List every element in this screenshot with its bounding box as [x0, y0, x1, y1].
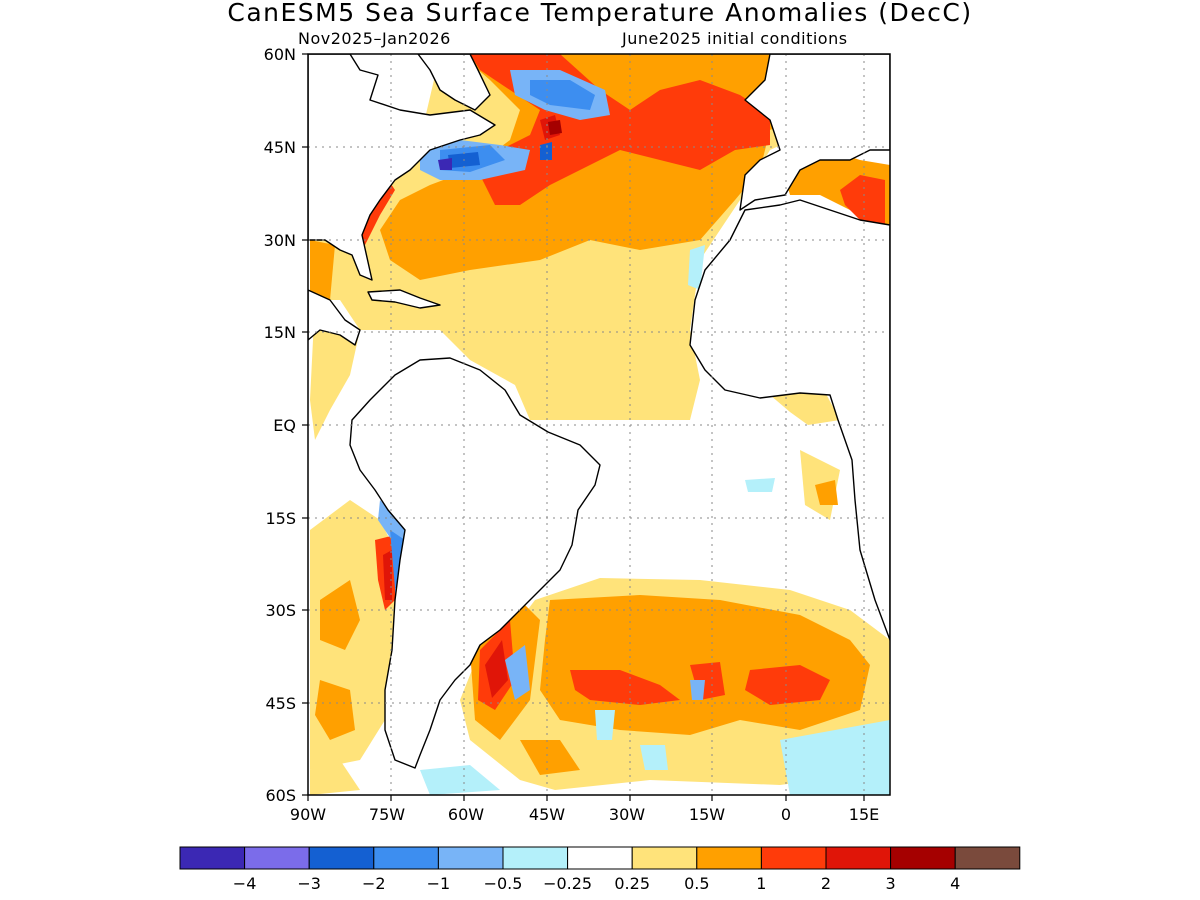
colorbar-label: −0.5 — [484, 874, 523, 893]
latitude-labels: 60N 45N 30N 15N EQ 15S 30S 45S 60S — [264, 45, 296, 805]
colorbar-swatch — [825, 846, 892, 870]
colorbar-swatch — [179, 846, 246, 870]
colorbar-swatch — [502, 846, 569, 870]
lat-label: 60N — [264, 45, 296, 64]
map-field — [308, 54, 890, 795]
colorbar-swatch — [437, 846, 504, 870]
colorbar-label: −2 — [362, 874, 386, 893]
colorbar-label: 1 — [756, 874, 766, 893]
lon-label: 45W — [529, 805, 565, 824]
lat-label: 45S — [265, 694, 296, 713]
colorbar-swatch — [954, 846, 1021, 870]
europe — [739, 54, 890, 211]
lon-label: 15E — [849, 805, 879, 824]
colorbar-swatch — [244, 846, 310, 870]
graticule — [308, 54, 890, 795]
colorbar-label: 4 — [950, 874, 960, 893]
colorbar-label: 2 — [821, 874, 831, 893]
lat-label: 30S — [265, 601, 296, 620]
anomaly-weak-cool — [420, 245, 890, 795]
colorbar-swatch — [760, 846, 827, 870]
lon-label: 0 — [781, 805, 791, 824]
south-america — [349, 357, 601, 769]
lon-label: 30W — [609, 805, 645, 824]
longitude-ticks — [307, 795, 865, 801]
lon-label: 60W — [448, 805, 484, 824]
longitude-labels: 90W 75W 60W 45W 30W 15W 0 15E — [290, 805, 879, 824]
lat-label: EQ — [273, 416, 296, 435]
colorbar: −4 −3 −2 −1 −0.5 −0.25 0.25 0.5 1 2 3 4 — [179, 846, 1021, 893]
colorbar-label: 3 — [886, 874, 896, 893]
colorbar-swatch — [373, 846, 439, 870]
colorbar-label: −1 — [427, 874, 451, 893]
lon-label: 75W — [369, 805, 405, 824]
colorbar-label: −0.25 — [543, 874, 592, 893]
anomaly-hot — [548, 120, 562, 135]
colorbar-label: −4 — [233, 874, 257, 893]
lat-label: 15S — [265, 509, 296, 528]
lon-label: 90W — [290, 805, 326, 824]
florida-gulf — [308, 289, 361, 346]
colorbar-label: 0.5 — [684, 874, 709, 893]
colorbar-swatch — [696, 846, 762, 870]
africa — [689, 199, 890, 641]
colorbar-swatch — [567, 846, 633, 870]
north-america — [308, 54, 496, 281]
latitude-ticks — [302, 53, 308, 796]
lon-label: 15W — [689, 805, 725, 824]
initial-conditions: June2025 initial conditions — [622, 29, 848, 48]
land-masses — [308, 54, 890, 769]
caribbean-islands — [367, 289, 441, 309]
map-title: CanESM5 Sea Surface Temperature Anomalie… — [227, 0, 973, 27]
colorbar-swatch — [308, 846, 375, 870]
forecast-period: Nov2025–Jan2026 — [298, 29, 451, 48]
colorbar-label: 0.25 — [614, 874, 650, 893]
lat-label: 60S — [265, 786, 296, 805]
colorbar-swatch — [890, 846, 956, 870]
lat-label: 30N — [264, 231, 296, 250]
colorbar-label: −3 — [297, 874, 321, 893]
lat-label: 15N — [264, 323, 296, 342]
labrador — [417, 54, 491, 111]
colorbar-swatch — [631, 846, 698, 870]
lat-label: 45N — [264, 138, 296, 157]
